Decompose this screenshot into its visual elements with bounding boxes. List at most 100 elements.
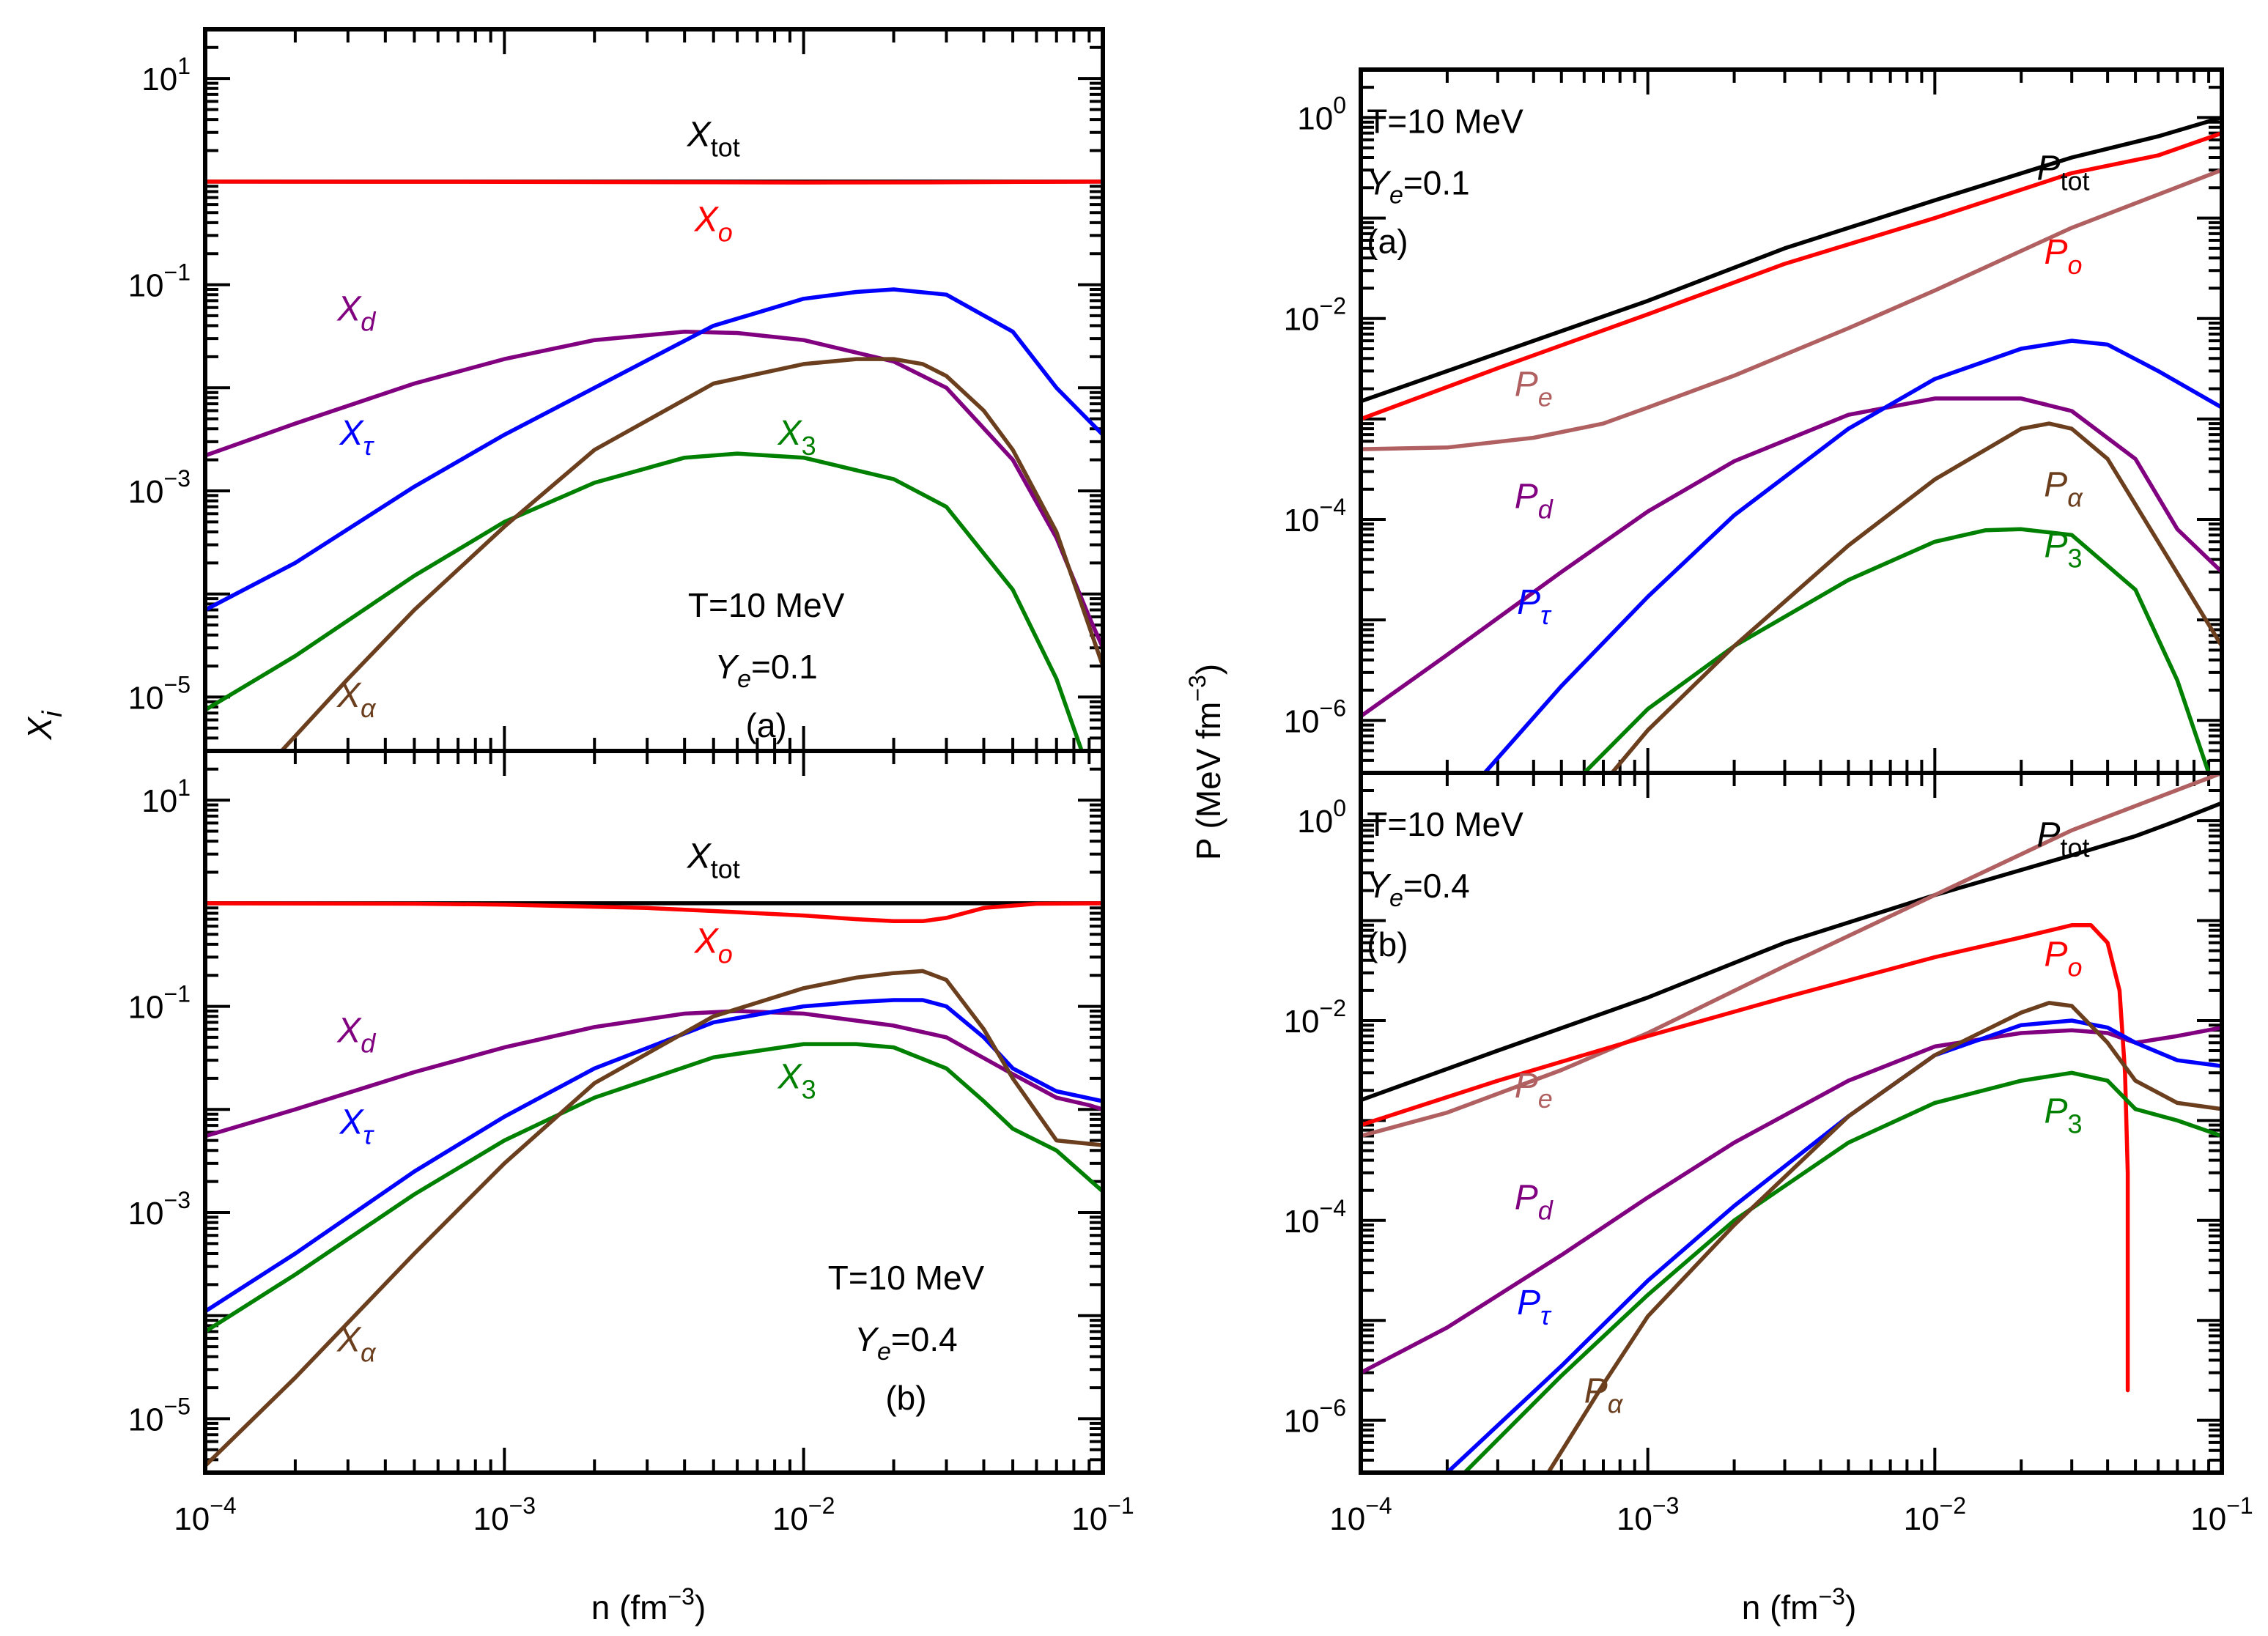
y-tick-label: 10−3 <box>128 465 191 510</box>
y-tick-label: 10−5 <box>128 671 191 716</box>
annotation-ye: Ye=0.4 <box>1367 867 1469 912</box>
y-tick-label: 10−2 <box>1284 995 1346 1040</box>
series-label-X_3: X3 <box>777 1058 816 1105</box>
series-line-P_o <box>1361 923 2130 1393</box>
annotation-temperature: T=10 MeV <box>1367 103 1523 141</box>
annotation-Pa: T=10 MeV Ye=0.1 (a) <box>1367 103 1523 261</box>
x-tick-label: 10−3 <box>473 1492 536 1537</box>
annotation-ye: Ye=0.4 <box>854 1320 957 1366</box>
left-ylabel: Xi <box>21 710 68 741</box>
series-line-P_tau <box>1482 338 2222 773</box>
series-line-X_3 <box>205 1042 1103 1334</box>
y-tick-label: 10−2 <box>1284 293 1346 338</box>
y-tick-label: 101 <box>141 774 191 819</box>
series-line-X_tau <box>205 287 1103 612</box>
series-label-P_tau: Pτ <box>1517 583 1552 630</box>
series-line-P_3 <box>1462 1070 2222 1473</box>
series-label-P_d: Pd <box>1515 1178 1554 1225</box>
series-label-P_o: Po <box>2044 936 2082 982</box>
series-line-X_o <box>205 901 1103 924</box>
x-tick-label: 10−4 <box>174 1492 236 1537</box>
series-label-P_tau: Pτ <box>1517 1284 1552 1330</box>
x-tick-label: 10−2 <box>1904 1492 1966 1537</box>
series-line-P_d <box>1361 396 2222 719</box>
y-tick-label: 100 <box>1297 795 1346 840</box>
annotation-temperature: T=10 MeV <box>828 1259 985 1297</box>
panel-frame-Pb <box>1359 771 2224 1475</box>
annotation-temperature: T=10 MeV <box>1367 805 1523 843</box>
series-line-X_d <box>205 329 1103 651</box>
y-tick-label: 10−5 <box>128 1393 191 1437</box>
right-ylabel: P (MeV fm−3) <box>1184 664 1227 860</box>
annotation-Pb: T=10 MeV Ye=0.4 (b) <box>1367 805 1523 963</box>
series-label-P_e: Pe <box>1515 1067 1553 1114</box>
series-label-X_o: Xo <box>694 201 733 248</box>
series-label-P_tot: Ptot <box>2036 149 2089 196</box>
y-tick-label: 10−3 <box>128 1187 191 1232</box>
right-xlabel-close: ) <box>1845 1588 1856 1626</box>
y-tick-label: 101 <box>141 53 191 97</box>
series-line-P_o <box>1361 130 2222 421</box>
right-ylabel-exp: −3 <box>1184 675 1211 701</box>
annotation-tag: (a) <box>1367 223 1408 261</box>
series-label-X_alpha: Xα <box>336 1321 377 1368</box>
x-tick-label: 10−2 <box>772 1492 835 1537</box>
series-label-X_alpha: Xα <box>336 676 377 723</box>
series-label-X_tau: Xτ <box>339 1103 375 1150</box>
annotation-ye: Ye=0.1 <box>1367 164 1469 210</box>
y-tick-label: 10−1 <box>128 981 191 1026</box>
panel-frame-Xb <box>203 749 1105 1475</box>
series-label-X_o: Xo <box>694 922 733 969</box>
left-xlabel: n (fm−3) <box>591 1583 706 1626</box>
x-tick-label: 10−4 <box>1329 1492 1392 1537</box>
series-line-P_e <box>1361 168 2222 451</box>
series-line-P_tau <box>1445 1018 2222 1473</box>
y-tick-label: 10−4 <box>1284 494 1346 538</box>
annotation-tag: (b) <box>1367 925 1408 963</box>
series-label-P_o: Po <box>2044 233 2082 280</box>
series-label-P_3: P3 <box>2044 527 2082 574</box>
left-ylabel-sub: i <box>37 710 68 717</box>
annotation-temperature: T=10 MeV <box>688 586 845 624</box>
y-tick-label: 10−4 <box>1284 1195 1346 1240</box>
annotation-Xb: T=10 MeV Ye=0.4 (b) <box>828 1259 985 1417</box>
series-label-P_alpha: Pα <box>1584 1372 1624 1419</box>
series-label-P_d: Pd <box>1515 477 1554 524</box>
x-tick-label: 10−1 <box>2190 1492 2253 1537</box>
annotation-Xa: T=10 MeV Ye=0.1 (a) <box>688 586 845 744</box>
series-label-P_alpha: Pα <box>2044 465 2083 512</box>
series-label-P_e: Pe <box>1515 365 1553 412</box>
series-label-X_tot: Xtot <box>687 116 740 163</box>
right-xlabel-text: n (fm <box>1742 1588 1819 1626</box>
panel-Xb: 10−5 10−3 10−1 101 10−4 10−3 10−2 10−1 Xtot Xo Xd X… <box>128 749 1134 1537</box>
series-line-P_tot <box>1361 115 2222 404</box>
right-xlabel: n (fm−3) <box>1742 1583 1857 1626</box>
series-label-P_tot: Ptot <box>2036 816 2089 863</box>
series-label-X_d: Xd <box>336 289 376 336</box>
annotation-ye: Ye=0.1 <box>714 648 817 693</box>
annotation-tag: (a) <box>746 706 787 744</box>
series-label-X_tot: Xtot <box>687 837 740 884</box>
series-line-P_3 <box>1582 527 2211 773</box>
series-line-P_alpha <box>1609 421 2222 773</box>
left-xlabel-close: ) <box>695 1588 706 1626</box>
panel-Pa: 10−6 10−4 10−2 100 Ptot Po Pe Pd Pτ P3 Pα T=10 MeV Y… <box>1284 67 2224 775</box>
series-line-P_e <box>1361 773 2222 1139</box>
y-tick-label: 10−6 <box>1284 1395 1346 1440</box>
y-tick-label: 10−6 <box>1284 695 1346 739</box>
right-ylabel-text: P (MeV fm <box>1189 702 1227 860</box>
y-tick-label: 100 <box>1297 92 1346 136</box>
series-line-X_alpha <box>279 357 1103 751</box>
series-label-P_3: P3 <box>2044 1092 2082 1139</box>
left-ylabel-main: X <box>21 716 59 741</box>
series-label-X_d: Xd <box>336 1011 376 1058</box>
series-line-P_alpha <box>1546 1001 2222 1473</box>
ticks-Xb <box>204 749 1104 1474</box>
right-xlabel-exp: −3 <box>1818 1583 1844 1610</box>
series-label-X_3: X3 <box>777 414 816 461</box>
series-line-X_3 <box>205 451 1084 751</box>
x-tick-label: 10−1 <box>1071 1492 1134 1537</box>
series-line-X_alpha <box>205 969 1103 1468</box>
y-tick-label: 10−1 <box>128 259 191 304</box>
